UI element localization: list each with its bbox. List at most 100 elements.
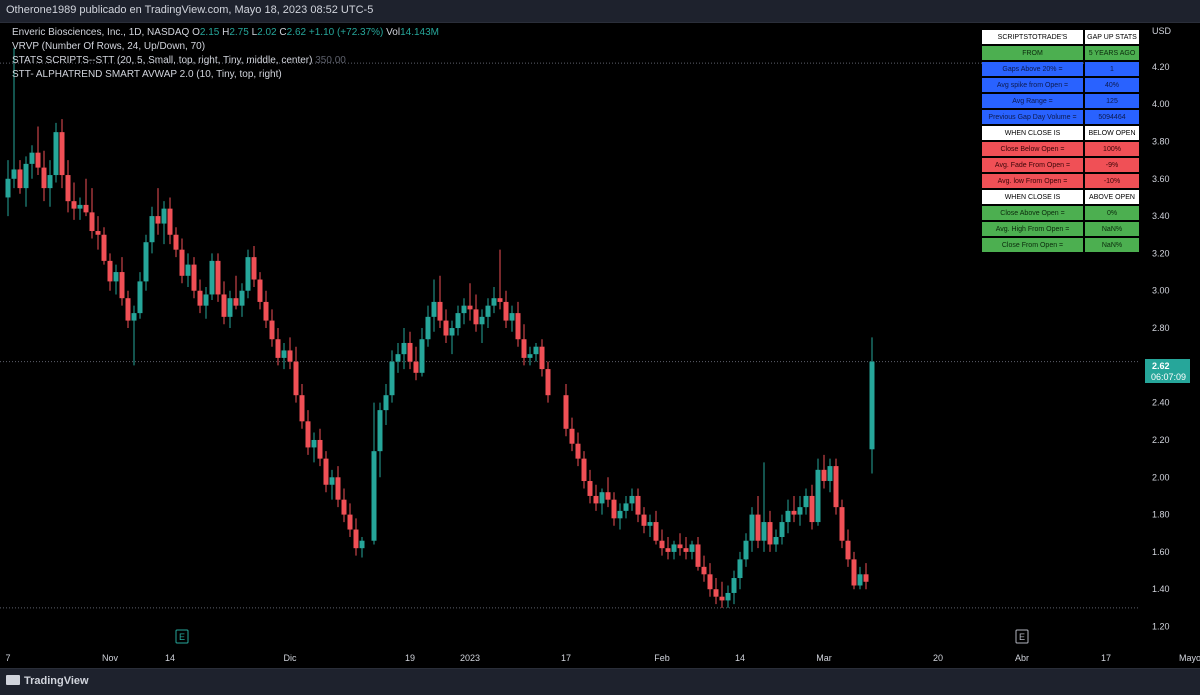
candle-body bbox=[17, 169, 23, 189]
candle bbox=[779, 514, 785, 545]
candle-body bbox=[167, 208, 173, 235]
candle bbox=[419, 328, 425, 377]
stats-value: NaN% bbox=[1085, 238, 1139, 252]
candle bbox=[521, 324, 527, 366]
candle-body bbox=[119, 272, 125, 299]
candle-body bbox=[845, 540, 851, 560]
candle-body bbox=[839, 507, 845, 541]
candle bbox=[77, 197, 83, 220]
candle bbox=[95, 216, 101, 250]
candle-body bbox=[47, 175, 53, 189]
candle-body bbox=[53, 132, 59, 176]
stats-label: SCRIPTSTOTRADE'S bbox=[982, 30, 1083, 44]
chart-legend: Enveric Biosciences, Inc., 1D, NASDAQ O2… bbox=[12, 26, 439, 82]
candle bbox=[197, 279, 203, 314]
time-axis[interactable]: 7Nov14Dic19202317Feb14Mar20Abr17Mayo15Ju… bbox=[5, 653, 1200, 663]
candle bbox=[443, 309, 449, 343]
stats-row: Close From Open = NaN% bbox=[982, 238, 1139, 252]
candle bbox=[515, 301, 521, 347]
candle-body bbox=[323, 458, 329, 485]
y-tick-label: 1.60 bbox=[1152, 547, 1170, 557]
y-tick-label: 3.80 bbox=[1152, 136, 1170, 146]
candle bbox=[671, 540, 677, 560]
candle-body bbox=[599, 492, 605, 504]
stats-label: Close Below Open = bbox=[982, 142, 1083, 156]
publish-header-text: Otherone1989 publicado en TradingView.co… bbox=[6, 4, 374, 16]
legend-alphatrend[interactable]: STT- ALPHATREND SMART AVWAP 2.0 (10, Tin… bbox=[12, 69, 282, 80]
candle-body bbox=[827, 466, 833, 482]
candle-body bbox=[143, 242, 149, 282]
stats-label: Avg. Fade From Open = bbox=[982, 158, 1083, 172]
stats-row: Avg. High From Open = NaN% bbox=[982, 222, 1139, 236]
candle-body bbox=[857, 574, 863, 586]
candle bbox=[629, 488, 635, 511]
candle bbox=[455, 305, 461, 336]
candle-body bbox=[317, 439, 323, 459]
candle-body bbox=[653, 522, 659, 541]
candle-body bbox=[665, 548, 671, 552]
candle-body bbox=[803, 495, 809, 508]
x-tick-label: 19 bbox=[405, 653, 415, 663]
candle-body bbox=[371, 451, 377, 541]
legend-open: 2.15 bbox=[199, 27, 220, 38]
candle-body bbox=[197, 290, 203, 306]
candle-body bbox=[101, 234, 107, 261]
candle bbox=[641, 507, 647, 534]
candle bbox=[635, 488, 641, 523]
candle-body bbox=[71, 201, 77, 209]
candle-body bbox=[545, 369, 551, 396]
stats-label: Avg. High From Open = bbox=[982, 222, 1083, 236]
candle bbox=[401, 328, 407, 370]
candle bbox=[371, 402, 377, 545]
candle-body bbox=[815, 469, 821, 523]
x-tick-label: Abr bbox=[1015, 653, 1029, 663]
candle-body bbox=[257, 279, 263, 302]
candle bbox=[731, 570, 737, 605]
legend-vrvp[interactable]: VRVP (Number Of Rows, 24, Up/Down, 70) bbox=[12, 41, 206, 52]
candle bbox=[809, 484, 815, 530]
legend-stats-scripts[interactable]: STATS SCRIPTS--STT (20, 5, Small, top, r… bbox=[12, 54, 439, 68]
candle bbox=[389, 350, 395, 403]
candle bbox=[281, 342, 287, 370]
legend-symbol: Enveric Biosciences, Inc., 1D, NASDAQ bbox=[12, 27, 190, 38]
candle bbox=[755, 495, 761, 549]
stats-row: Gaps Above 20% = 1 bbox=[982, 62, 1139, 76]
candle bbox=[191, 257, 197, 299]
candle bbox=[173, 227, 179, 258]
candle-body bbox=[785, 510, 791, 523]
legend-volume: 14.143M bbox=[400, 27, 439, 38]
candle-body bbox=[521, 339, 527, 358]
candles bbox=[5, 48, 875, 608]
candle-body bbox=[755, 514, 761, 541]
candle-body bbox=[575, 443, 581, 459]
candle bbox=[653, 510, 659, 545]
stats-label: Avg Range = bbox=[982, 94, 1083, 108]
candle bbox=[185, 253, 191, 287]
candle-body bbox=[869, 361, 875, 450]
candle bbox=[233, 275, 239, 310]
candle-body bbox=[569, 428, 575, 444]
candle-body bbox=[617, 510, 623, 519]
legend-close-label: C bbox=[279, 27, 287, 38]
candle-body bbox=[347, 514, 353, 530]
tradingview-logo: TradingView bbox=[6, 675, 89, 687]
candle bbox=[449, 320, 455, 355]
candle bbox=[473, 294, 479, 332]
candle-body bbox=[311, 439, 317, 448]
legend-stats-scripts-value: 350.00 bbox=[315, 55, 346, 66]
candle bbox=[125, 290, 131, 329]
y-tick-label: 3.20 bbox=[1152, 248, 1170, 258]
stats-value: 5094464 bbox=[1085, 110, 1139, 124]
candle bbox=[335, 466, 341, 508]
earnings-marker-label: E bbox=[179, 632, 185, 642]
candle-body bbox=[455, 313, 461, 329]
candle-body bbox=[413, 361, 419, 373]
price-axis[interactable]: USD 4.204.003.803.603.403.203.002.802.60… bbox=[1152, 26, 1172, 632]
y-tick-label: 2.20 bbox=[1152, 435, 1170, 445]
stats-row: Avg. low From Open = -10% bbox=[982, 174, 1139, 188]
candle-body bbox=[419, 339, 425, 373]
candle bbox=[485, 298, 491, 329]
candle-body bbox=[23, 163, 29, 189]
earnings-marker-label: E bbox=[1019, 632, 1025, 642]
